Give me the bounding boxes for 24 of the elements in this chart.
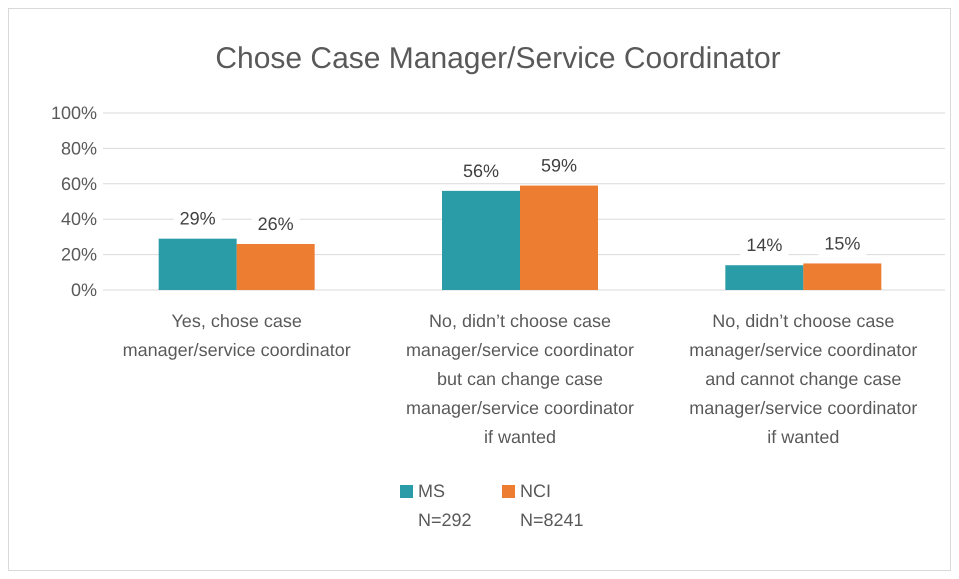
data-label: 59% <box>540 156 578 176</box>
bar <box>236 244 315 290</box>
data-label: 26% <box>258 214 294 234</box>
bar <box>442 190 520 290</box>
data-label: 14% <box>746 235 782 256</box>
y-tick-label: 60% <box>60 174 97 194</box>
bar <box>725 265 804 290</box>
y-tick-label: 100% <box>50 103 97 123</box>
y-tick-label: 20% <box>60 244 97 265</box>
bar <box>158 238 237 290</box>
x-tick-label: No, didn’t choose case manager/service coordinator and cannot change case manager/service coordinator if wanted <box>689 311 918 447</box>
data-label: 56% <box>462 160 500 181</box>
y-tick-label: 0% <box>70 280 97 300</box>
x-tick-label: Yes, chose case manager/service coordinator <box>122 311 351 360</box>
legend-label: MS N=292 <box>418 481 472 530</box>
chart-title: Chose Case Manager/Service Coordinator <box>215 42 781 75</box>
bar <box>803 263 882 290</box>
y-tick-label: 40% <box>60 209 97 230</box>
data-label: 29% <box>180 208 216 229</box>
data-label: 15% <box>824 233 860 254</box>
legend-label: NCI N=8241 <box>520 481 584 530</box>
x-tick-label: No, didn’t choose case manager/service coordinator but can change case manager/service coordinator if wanted <box>406 311 634 447</box>
y-tick-label: 80% <box>60 138 97 158</box>
bar <box>520 186 598 290</box>
